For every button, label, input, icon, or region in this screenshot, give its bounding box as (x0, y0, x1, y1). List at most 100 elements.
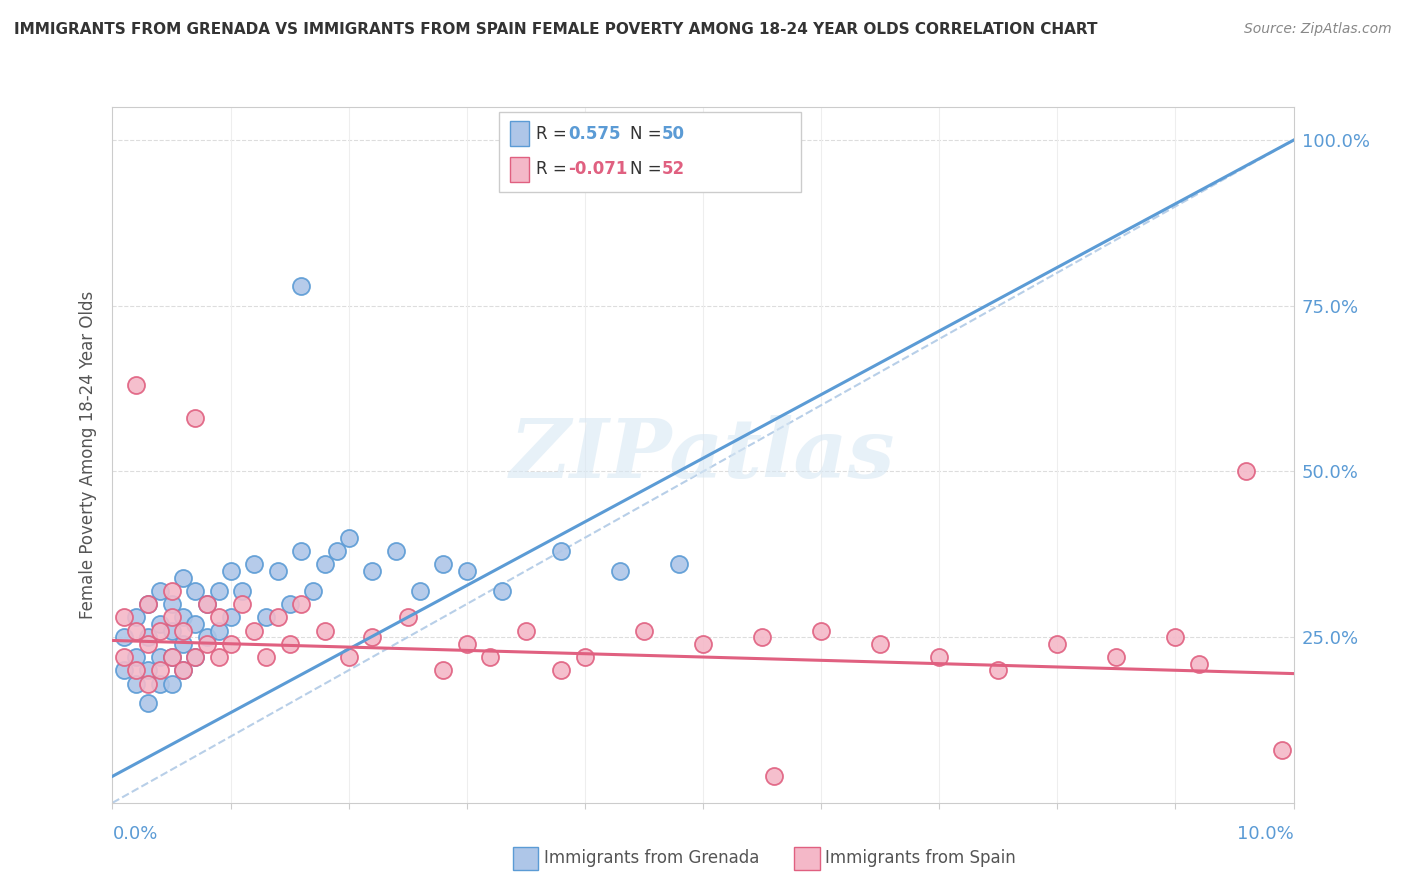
Point (243, 558, 266, 572)
Text: IMMIGRANTS FROM GRENADA VS IMMIGRANTS FROM SPAIN FEMALE POVERTY AMONG 18-24 YEAR: IMMIGRANTS FROM GRENADA VS IMMIGRANTS FR… (14, 22, 1098, 37)
Point (208, 583, 231, 598)
Point (160, 676, 183, 690)
Point (385, 544, 408, 558)
Text: N =: N = (630, 125, 666, 143)
Point (149, 676, 172, 690)
Point (751, 630, 773, 644)
Point (125, 624, 148, 638)
Point (172, 610, 194, 624)
Point (314, 624, 336, 638)
Point (125, 676, 148, 690)
Y-axis label: Female Poverty Among 18-24 Year Olds: Female Poverty Among 18-24 Year Olds (79, 291, 97, 619)
Point (112, 650, 135, 665)
Point (195, 637, 218, 651)
Point (149, 624, 172, 638)
Point (184, 616, 207, 631)
Point (195, 597, 218, 611)
Point (125, 378, 148, 392)
Point (149, 616, 172, 631)
Point (149, 650, 172, 665)
Point (184, 650, 207, 665)
Point (208, 650, 231, 665)
Point (987, 663, 1010, 677)
Point (1046, 637, 1069, 651)
Point (278, 597, 301, 611)
Point (112, 663, 135, 677)
Point (278, 637, 301, 651)
Point (160, 597, 183, 611)
Point (136, 676, 159, 690)
Point (136, 637, 159, 651)
Point (112, 630, 135, 644)
Point (1271, 743, 1294, 757)
Point (136, 630, 159, 644)
Point (1105, 650, 1128, 665)
Point (290, 279, 312, 293)
Point (326, 544, 349, 558)
Point (208, 610, 231, 624)
Text: 0.575: 0.575 (568, 125, 620, 143)
Point (550, 544, 572, 558)
Point (160, 650, 183, 665)
Point (762, 769, 785, 783)
Point (112, 610, 135, 624)
Point (1164, 630, 1187, 644)
Text: Immigrants from Grenada: Immigrants from Grenada (544, 849, 759, 867)
Text: -0.071: -0.071 (568, 161, 627, 178)
Point (337, 650, 360, 665)
Point (195, 597, 218, 611)
Point (254, 610, 277, 624)
Point (408, 583, 430, 598)
Point (231, 597, 253, 611)
Point (1234, 465, 1257, 479)
Point (479, 650, 502, 665)
Point (125, 650, 148, 665)
Text: Immigrants from Spain: Immigrants from Spain (825, 849, 1017, 867)
Point (172, 624, 194, 638)
Point (432, 558, 454, 572)
Text: 10.0%: 10.0% (1237, 825, 1294, 843)
Point (692, 637, 714, 651)
Point (160, 624, 183, 638)
Point (668, 558, 690, 572)
Point (172, 570, 194, 584)
Point (160, 610, 183, 624)
Point (219, 564, 242, 578)
Point (302, 583, 325, 598)
Point (231, 583, 253, 598)
Point (574, 650, 596, 665)
Point (172, 637, 194, 651)
Point (290, 597, 312, 611)
Point (337, 531, 360, 545)
Point (432, 663, 454, 677)
Text: R =: R = (536, 125, 572, 143)
Point (136, 663, 159, 677)
Point (515, 624, 537, 638)
Point (125, 610, 148, 624)
Text: R =: R = (536, 161, 572, 178)
Point (184, 583, 207, 598)
Point (172, 663, 194, 677)
Text: 0.0%: 0.0% (112, 825, 157, 843)
Point (136, 597, 159, 611)
Point (491, 583, 513, 598)
Point (160, 650, 183, 665)
Point (550, 663, 572, 677)
Point (136, 697, 159, 711)
Point (361, 564, 384, 578)
Point (810, 624, 832, 638)
Point (1188, 657, 1211, 671)
Point (609, 564, 631, 578)
Point (267, 610, 290, 624)
Point (219, 637, 242, 651)
Text: 52: 52 (662, 161, 685, 178)
Point (172, 663, 194, 677)
Point (243, 624, 266, 638)
Point (314, 558, 336, 572)
Point (361, 630, 384, 644)
Text: ZIPatlas: ZIPatlas (510, 415, 896, 495)
Point (928, 650, 950, 665)
Point (136, 597, 159, 611)
Point (456, 564, 478, 578)
Point (184, 650, 207, 665)
